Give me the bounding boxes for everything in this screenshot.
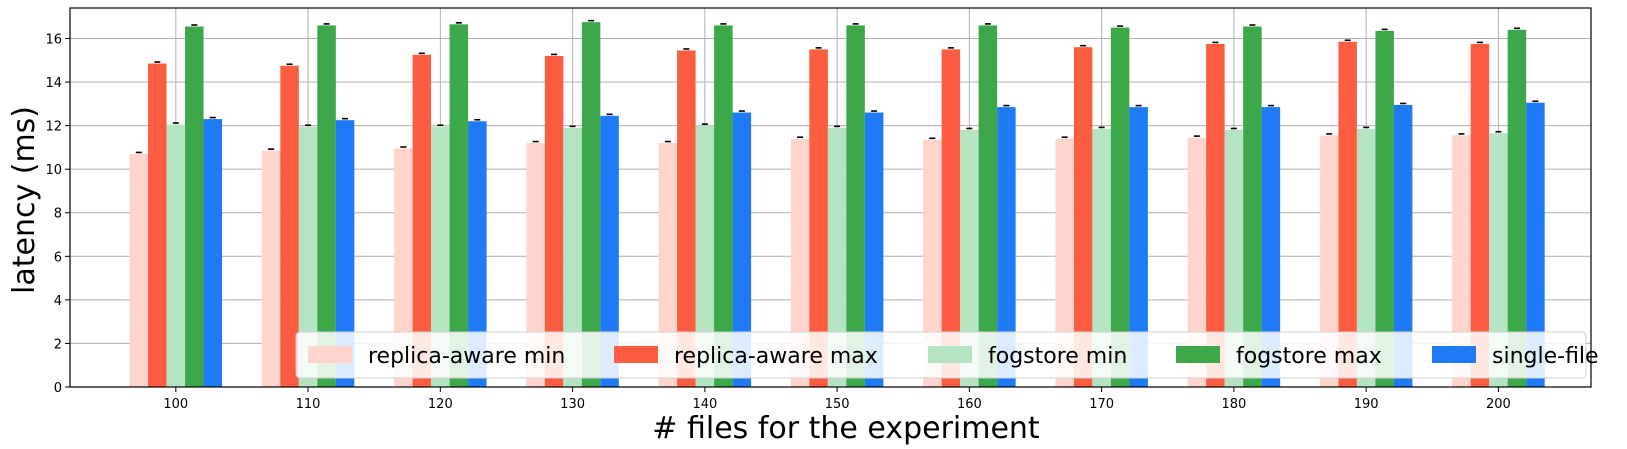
legend-label-replica-aware-min: replica-aware min — [368, 344, 565, 369]
bar-replica-aware-max-120 — [412, 54, 432, 388]
x-tick-label: 150 — [825, 397, 850, 412]
bar-fogstore-max-150 — [846, 25, 865, 387]
bar-replica-aware-min-140 — [658, 143, 678, 387]
bar-replica-aware-min-150 — [790, 138, 810, 387]
bar-replica-aware-max-160 — [941, 49, 961, 387]
bar-fogstore-min-100 — [166, 124, 186, 387]
x-axis-label: # files for the experiment — [652, 411, 1040, 446]
legend-swatch-fogstore-max — [1176, 346, 1220, 363]
bar-single-file-100 — [203, 119, 223, 387]
bar-single-file-140 — [732, 112, 752, 387]
bars-layer — [129, 19, 1545, 388]
bar-replica-aware-max-180 — [1206, 43, 1225, 387]
bar-single-file-200 — [1526, 102, 1545, 387]
legend-swatch-fogstore-min — [928, 346, 972, 363]
bar-single-file-120 — [468, 121, 487, 387]
bar-fogstore-max-120 — [449, 24, 469, 387]
bar-replica-aware-min-190 — [1319, 135, 1339, 387]
legend-swatch-replica-aware-min — [308, 346, 352, 363]
y-tick-label: 14 — [45, 76, 62, 91]
bar-fogstore-max-110 — [317, 25, 336, 387]
bar-replica-aware-max-110 — [280, 65, 299, 388]
y-tick-label: 2 — [54, 337, 62, 352]
y-tick-label: 4 — [54, 294, 62, 309]
plot-frame — [69, 7, 1592, 388]
bar-single-file-170 — [1129, 107, 1148, 387]
bar-fogstore-max-160 — [978, 25, 998, 387]
bar-replica-aware-max-190 — [1338, 41, 1357, 387]
bar-single-file-130 — [600, 115, 619, 387]
bar-replica-aware-max-100 — [148, 63, 167, 388]
y-tick-label: 10 — [45, 163, 62, 178]
legend-label-replica-aware-max: replica-aware max — [674, 344, 878, 369]
bar-replica-aware-min-120 — [394, 148, 413, 387]
bar-fogstore-min-130 — [563, 127, 582, 387]
bar-replica-aware-min-200 — [1452, 135, 1471, 387]
bar-fogstore-max-190 — [1375, 30, 1394, 387]
bar-replica-aware-min-170 — [1055, 138, 1074, 387]
y-axis-label: latency (ms) — [7, 106, 42, 294]
x-tick-label: 120 — [428, 397, 453, 412]
bar-fogstore-max-200 — [1507, 29, 1527, 387]
bar-replica-aware-min-110 — [261, 150, 281, 387]
legend: replica-aware min replica-aware max fogsto… — [295, 331, 1599, 379]
bar-fogstore-min-140 — [695, 125, 715, 387]
bar-single-file-110 — [335, 120, 355, 387]
bar-replica-aware-max-200 — [1470, 43, 1490, 387]
legend-swatch-single-file — [1432, 346, 1476, 363]
x-tick-label: 140 — [692, 397, 717, 412]
bar-single-file-150 — [864, 112, 884, 387]
bar-replica-aware-max-150 — [809, 49, 828, 387]
legend-label-fogstore-max: fogstore max — [1236, 344, 1382, 369]
bar-fogstore-min-170 — [1092, 128, 1111, 387]
x-tick-label: 190 — [1354, 397, 1379, 412]
x-tick-label: 110 — [296, 397, 321, 412]
bar-replica-aware-max-130 — [544, 55, 564, 387]
bar-fogstore-min-190 — [1356, 128, 1376, 387]
bar-fogstore-max-180 — [1243, 26, 1262, 387]
bar-replica-aware-min-180 — [1187, 137, 1207, 387]
y-tick-label: 16 — [45, 32, 62, 47]
bar-fogstore-min-200 — [1489, 133, 1508, 387]
legend-swatch-replica-aware-max — [614, 346, 658, 363]
x-tick-label: 170 — [1089, 397, 1114, 412]
bar-replica-aware-max-170 — [1073, 47, 1093, 387]
y-tick-label: 0 — [54, 381, 62, 396]
x-tick-label: 160 — [957, 397, 982, 412]
x-tick-label: 100 — [163, 397, 188, 412]
bar-fogstore-min-110 — [298, 126, 318, 387]
bar-fogstore-max-170 — [1110, 27, 1130, 387]
legend-label-single-file: single-file — [1492, 344, 1599, 369]
bar-replica-aware-max-140 — [677, 50, 696, 388]
bar-single-file-160 — [997, 107, 1016, 387]
y-tick-label: 6 — [54, 250, 62, 265]
y-tick-label: 8 — [54, 207, 62, 222]
bar-fogstore-max-140 — [714, 25, 733, 387]
bar-replica-aware-min-130 — [526, 143, 545, 387]
bar-fogstore-max-100 — [185, 26, 204, 387]
x-tick-label: 200 — [1486, 397, 1511, 412]
bar-replica-aware-min-100 — [129, 153, 149, 387]
bar-fogstore-min-180 — [1224, 129, 1244, 388]
bar-fogstore-min-160 — [960, 129, 979, 388]
axes-layer: 0 2 4 6 8 10 12 14 16 100 110 120 130 140 150 160 170 180… — [45, 7, 1592, 412]
bar-fogstore-max-130 — [581, 22, 601, 387]
bar-fogstore-min-120 — [431, 126, 450, 387]
bar-single-file-180 — [1261, 107, 1281, 387]
bar-replica-aware-min-160 — [923, 139, 942, 387]
x-tick-label: 180 — [1221, 397, 1246, 412]
x-tick-label: 130 — [560, 397, 585, 412]
legend-label-fogstore-min: fogstore min — [988, 344, 1127, 369]
y-tick-label: 12 — [45, 120, 62, 135]
bar-single-file-190 — [1393, 104, 1413, 387]
bar-fogstore-min-150 — [827, 127, 847, 387]
